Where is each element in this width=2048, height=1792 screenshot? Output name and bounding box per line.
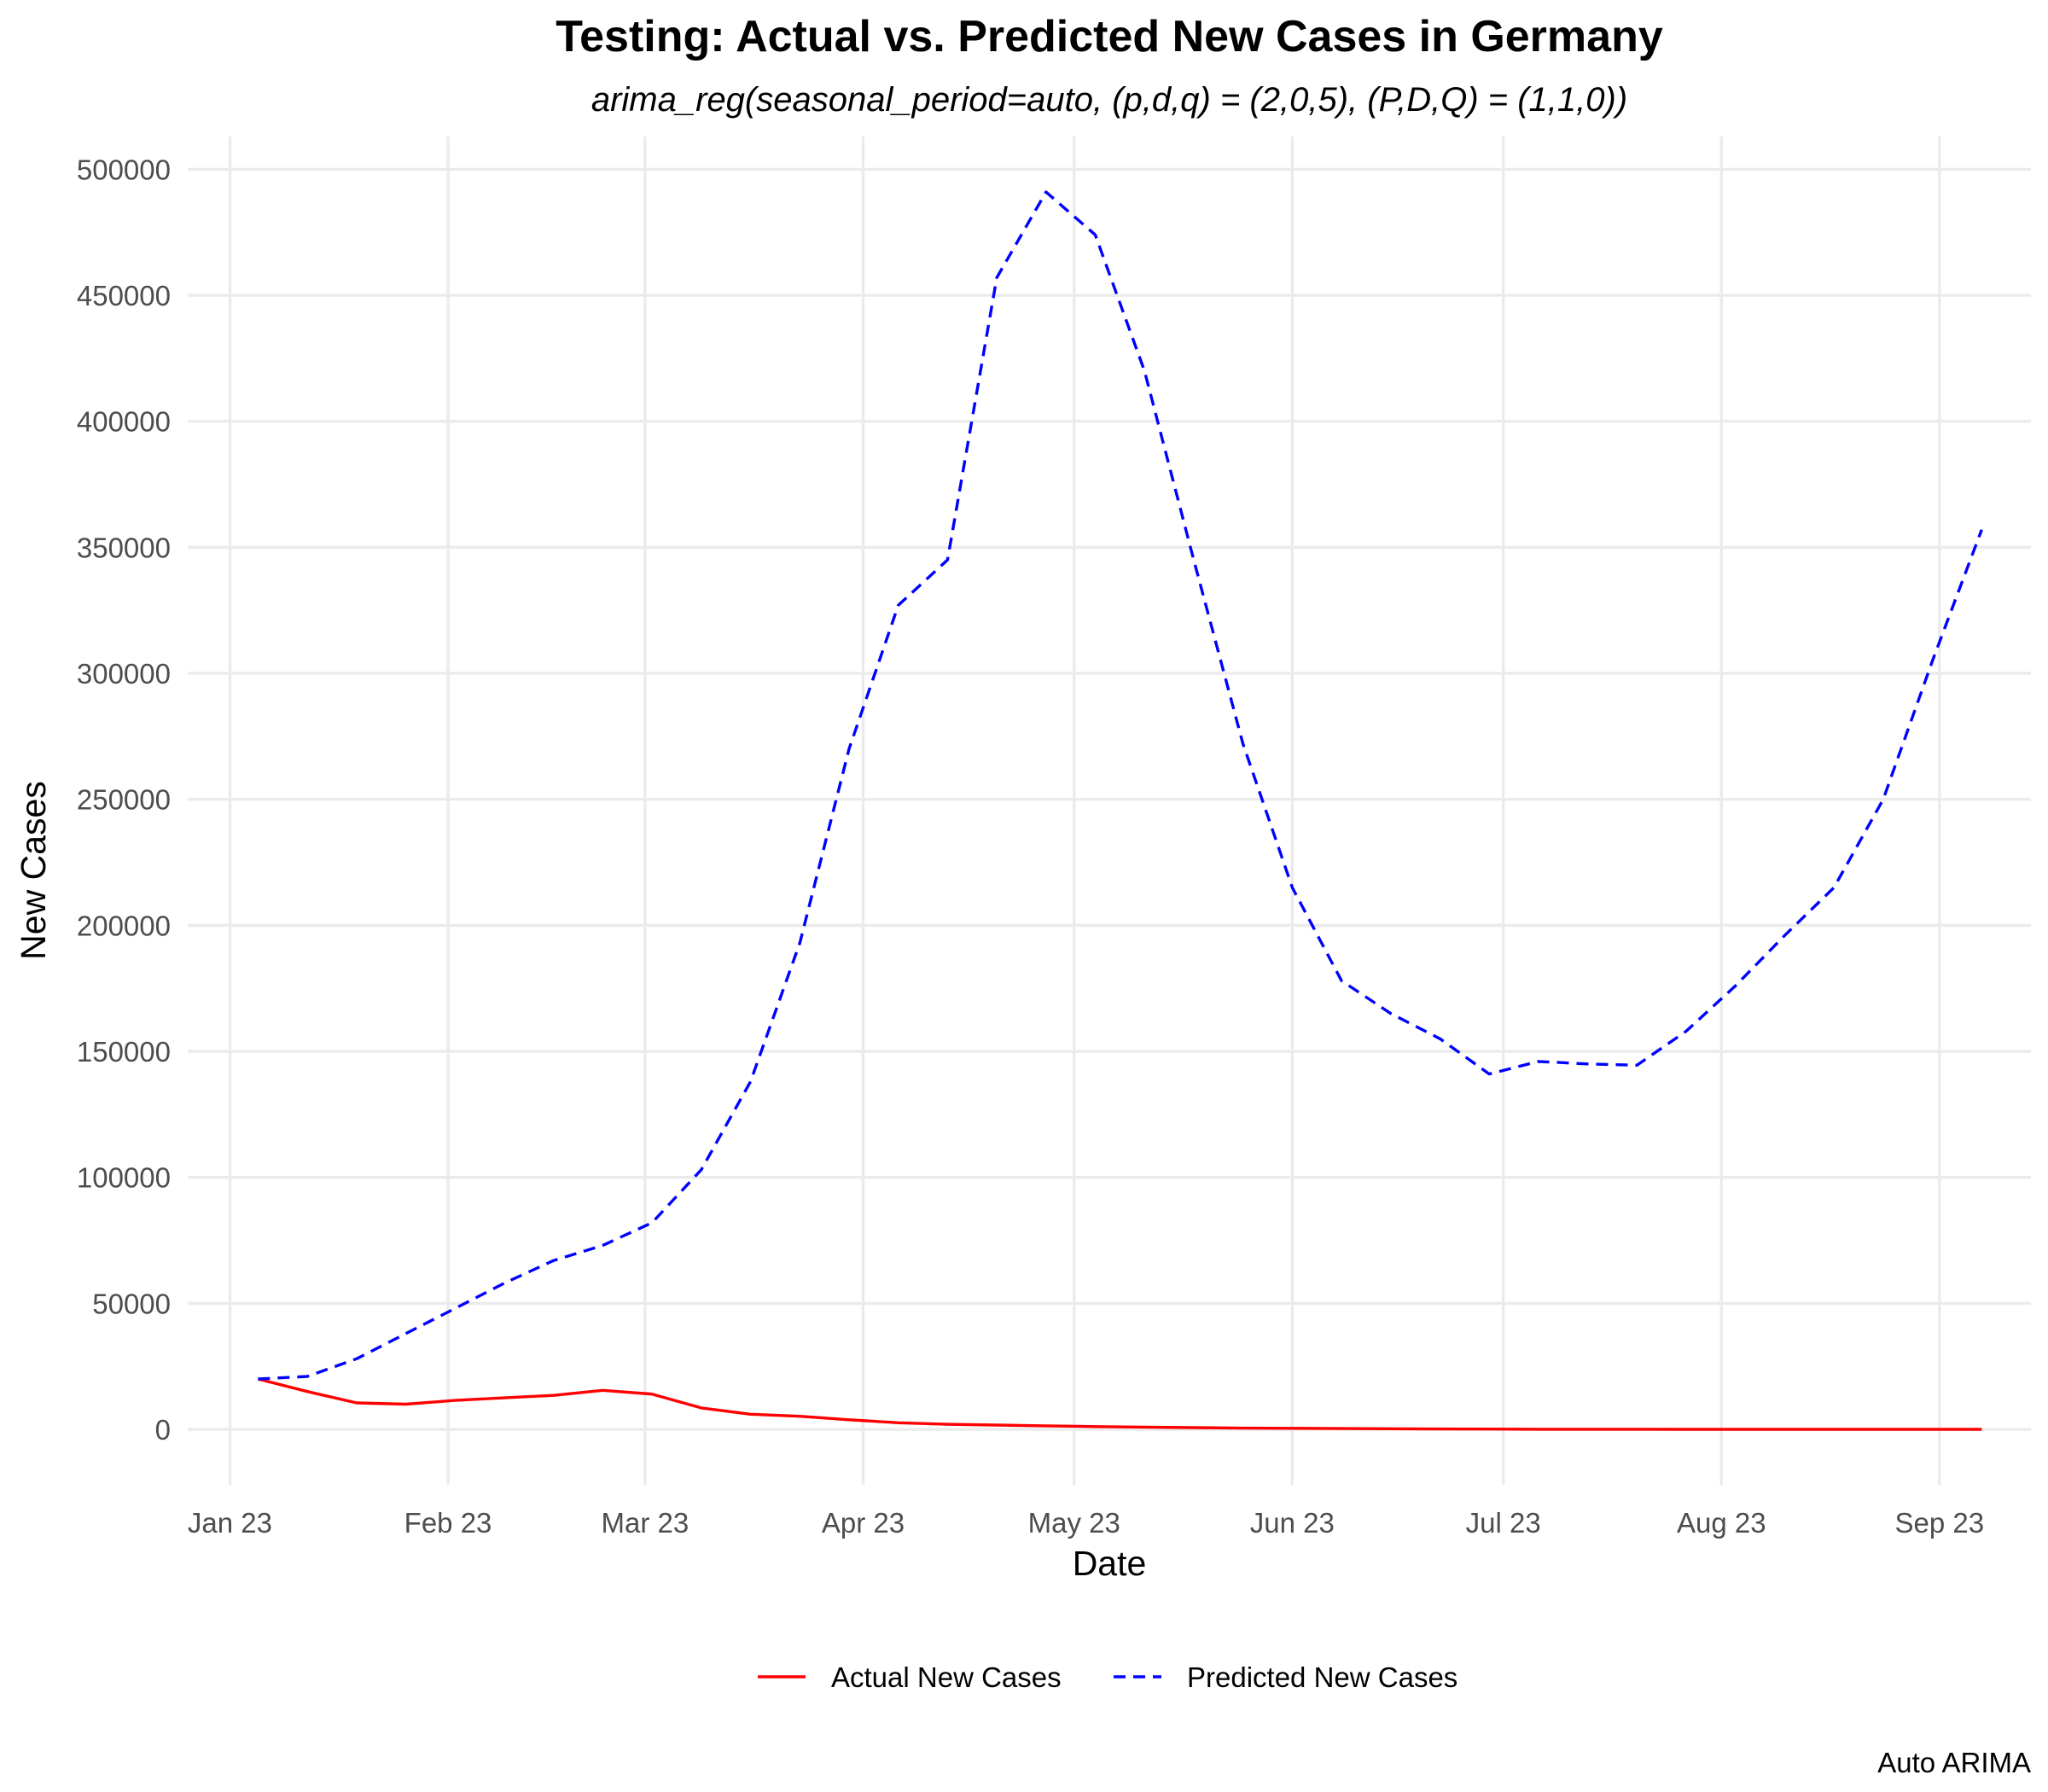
y-tick-label: 350000 xyxy=(77,532,171,563)
y-tick-label: 150000 xyxy=(77,1036,171,1068)
y-tick-label: 500000 xyxy=(77,154,171,185)
x-tick-label: Mar 23 xyxy=(602,1507,689,1539)
legend-label-actual: Actual New Cases xyxy=(831,1661,1062,1693)
y-tick-label: 300000 xyxy=(77,658,171,689)
series-line-predicted xyxy=(258,190,1983,1381)
series-group xyxy=(257,190,1983,1431)
x-axis-title: Date xyxy=(1073,1544,1147,1583)
x-tick-label: Jun 23 xyxy=(1250,1507,1335,1539)
legend-label-predicted: Predicted New Cases xyxy=(1187,1661,1457,1693)
grid xyxy=(188,137,2031,1485)
y-axis-title: New Cases xyxy=(14,781,53,960)
y-tick-label: 50000 xyxy=(92,1288,171,1319)
y-axis: 0 50000 100000 150000 200000 250000 300000 3500… xyxy=(77,154,171,1446)
x-axis: Jan 23 Feb 23 Mar 23 Apr 23 May 23 Jun 23 Jul … xyxy=(188,1507,1984,1539)
x-tick-label: Jul 23 xyxy=(1466,1507,1541,1539)
chart-caption: Auto ARIMA xyxy=(1877,1747,2031,1778)
x-tick-label: Jan 23 xyxy=(188,1507,272,1539)
y-tick-label: 100000 xyxy=(77,1162,171,1194)
legend: Actual New Cases Predicted New Cases xyxy=(758,1661,1457,1693)
x-tick-label: Feb 23 xyxy=(404,1507,492,1539)
chart-subtitle: arima_reg(seasonal_period=auto, (p,d,q) … xyxy=(591,81,1627,119)
y-tick-label: 200000 xyxy=(77,910,171,941)
chart-title: Testing: Actual vs. Predicted New Cases … xyxy=(556,12,1663,61)
x-tick-label: Sep 23 xyxy=(1895,1507,1985,1539)
x-tick-label: May 23 xyxy=(1028,1507,1120,1539)
y-tick-label: 250000 xyxy=(77,784,171,816)
series-line-actual xyxy=(257,1377,1982,1431)
x-tick-label: Aug 23 xyxy=(1677,1507,1766,1539)
y-tick-label: 0 xyxy=(155,1414,171,1446)
y-tick-label: 450000 xyxy=(77,280,171,311)
x-tick-label: Apr 23 xyxy=(822,1507,905,1539)
y-tick-label: 400000 xyxy=(77,406,171,438)
